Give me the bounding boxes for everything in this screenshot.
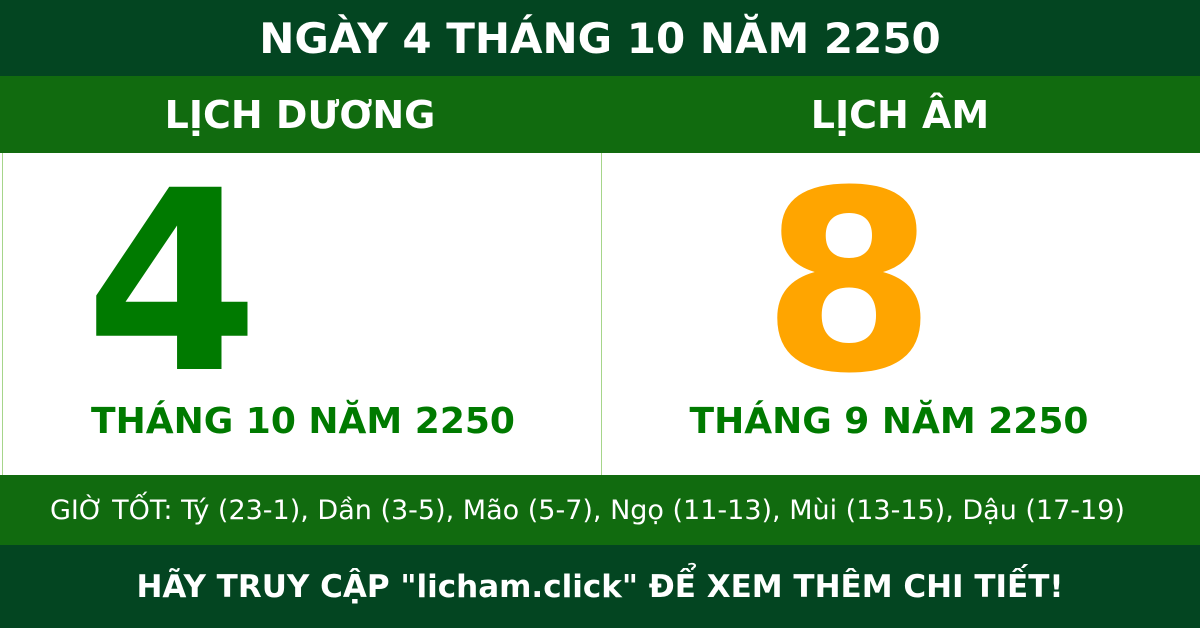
solar-day: 4 [85,137,259,428]
page-title: NGÀY 4 THÁNG 10 NĂM 2250 [0,0,1200,76]
lunar-day: 8 [762,137,936,428]
solar-panel: 4 THÁNG 10 NĂM 2250 [2,153,601,475]
good-hours: GIỜ TỐT: Tý (23-1), Dần (3-5), Mão (5-7)… [0,475,1200,545]
lunar-panel: 8 THÁNG 9 NĂM 2250 [601,153,1200,475]
lunar-month-year: THÁNG 9 NĂM 2250 [689,401,1089,442]
lunar-heading: LỊCH ÂM [810,92,990,137]
calendar-headings: LỊCH DƯƠNG LỊCH ÂM [0,76,1200,153]
footer-cta: HÃY TRUY CẬP "licham.click" ĐỂ XEM THÊM … [0,545,1200,628]
solar-heading: LỊCH DƯƠNG [164,92,436,137]
solar-month-year: THÁNG 10 NĂM 2250 [91,401,515,442]
